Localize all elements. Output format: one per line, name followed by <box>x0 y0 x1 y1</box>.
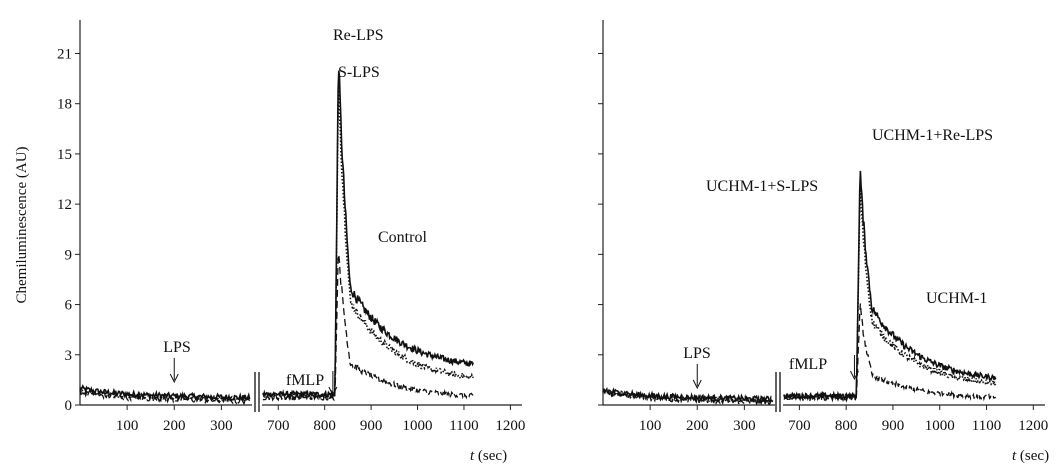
annotation-re-lps: UCHM-1+Re-LPS <box>872 127 993 144</box>
x-tick-label: 300 <box>210 418 233 434</box>
series-line-control-post <box>262 254 474 402</box>
x-tick-label: 200 <box>686 418 709 434</box>
x-axis-title: t (sec) <box>470 448 507 464</box>
x-tick-label: 1100 <box>972 418 1001 434</box>
x-axis-title: t (sec) <box>1012 448 1049 464</box>
series-line-s-lps-pre <box>79 387 251 405</box>
y-tick-label: 6 <box>65 298 73 314</box>
y-tick-label: 21 <box>57 46 72 62</box>
annotation-lps: LPS <box>163 339 191 356</box>
annotation-control: Control <box>378 229 427 246</box>
y-tick-label: 12 <box>57 197 72 213</box>
y-tick-label: 15 <box>57 147 72 163</box>
x-tick-label: 300 <box>733 418 756 434</box>
x-tick-label: 700 <box>267 418 290 434</box>
fmlp-arrow-head <box>328 386 338 397</box>
series-line-uchm-1-pre <box>602 388 774 407</box>
x-tick-label: 800 <box>313 418 336 434</box>
right-chart-panel: 100 200 300 700 800 900 1000 1100 1200 t (sec) UCH… <box>598 20 1049 464</box>
annotation-s-lps: UCHM-1+S-LPS <box>706 178 818 195</box>
lps-arrow-head <box>692 379 702 390</box>
lps-arrow-head <box>169 373 179 384</box>
x-tick-label: 800 <box>835 418 858 434</box>
annotation-s-lps: S-LPS <box>338 64 380 81</box>
x-tick-label: 200 <box>163 418 186 434</box>
fmlp-arrow-head <box>850 370 859 381</box>
x-tick-label: 100 <box>639 418 662 434</box>
x-tick-label: 900 <box>882 418 905 434</box>
x-tick-label: 1200 <box>495 418 525 434</box>
y-tick-label: 9 <box>65 247 73 263</box>
y-tick-label: 0 <box>65 398 73 414</box>
annotation-control: UCHM-1 <box>926 290 987 307</box>
y-tick-label: 18 <box>57 97 72 113</box>
x-tick-label: 1100 <box>449 418 478 434</box>
series-line-s-lps-post <box>262 84 474 401</box>
annotation-fmlp: fMLP <box>286 372 324 389</box>
annotation-lps: LPS <box>683 345 711 362</box>
left-chart-panel: 0 3 6 9 12 15 18 21 100 200 300 700 800 900 1000 1100 12… <box>57 20 525 464</box>
y-axis-title: Chemiluminescence (AU) <box>14 146 30 303</box>
series-line-re-lps-pre <box>79 384 251 403</box>
series-line-uchm-1-re-lps-post <box>783 170 997 402</box>
series-line-uchm-1-post <box>783 303 997 403</box>
series-line-re-lps-post <box>262 70 475 399</box>
x-tick-label: 1200 <box>1018 418 1048 434</box>
annotation-fmlp: fMLP <box>789 356 827 373</box>
series-line-uchm-1-s-lps-pre <box>602 387 774 406</box>
y-tick-label: 3 <box>65 348 73 364</box>
x-tick-label: 100 <box>116 418 139 434</box>
annotation-re-lps: Re-LPS <box>333 27 384 44</box>
series-line-control-pre <box>79 388 251 406</box>
x-tick-label: 1000 <box>403 418 433 434</box>
x-tick-label: 900 <box>360 418 383 434</box>
x-tick-label: 700 <box>788 418 811 434</box>
x-tick-label: 1000 <box>925 418 955 434</box>
